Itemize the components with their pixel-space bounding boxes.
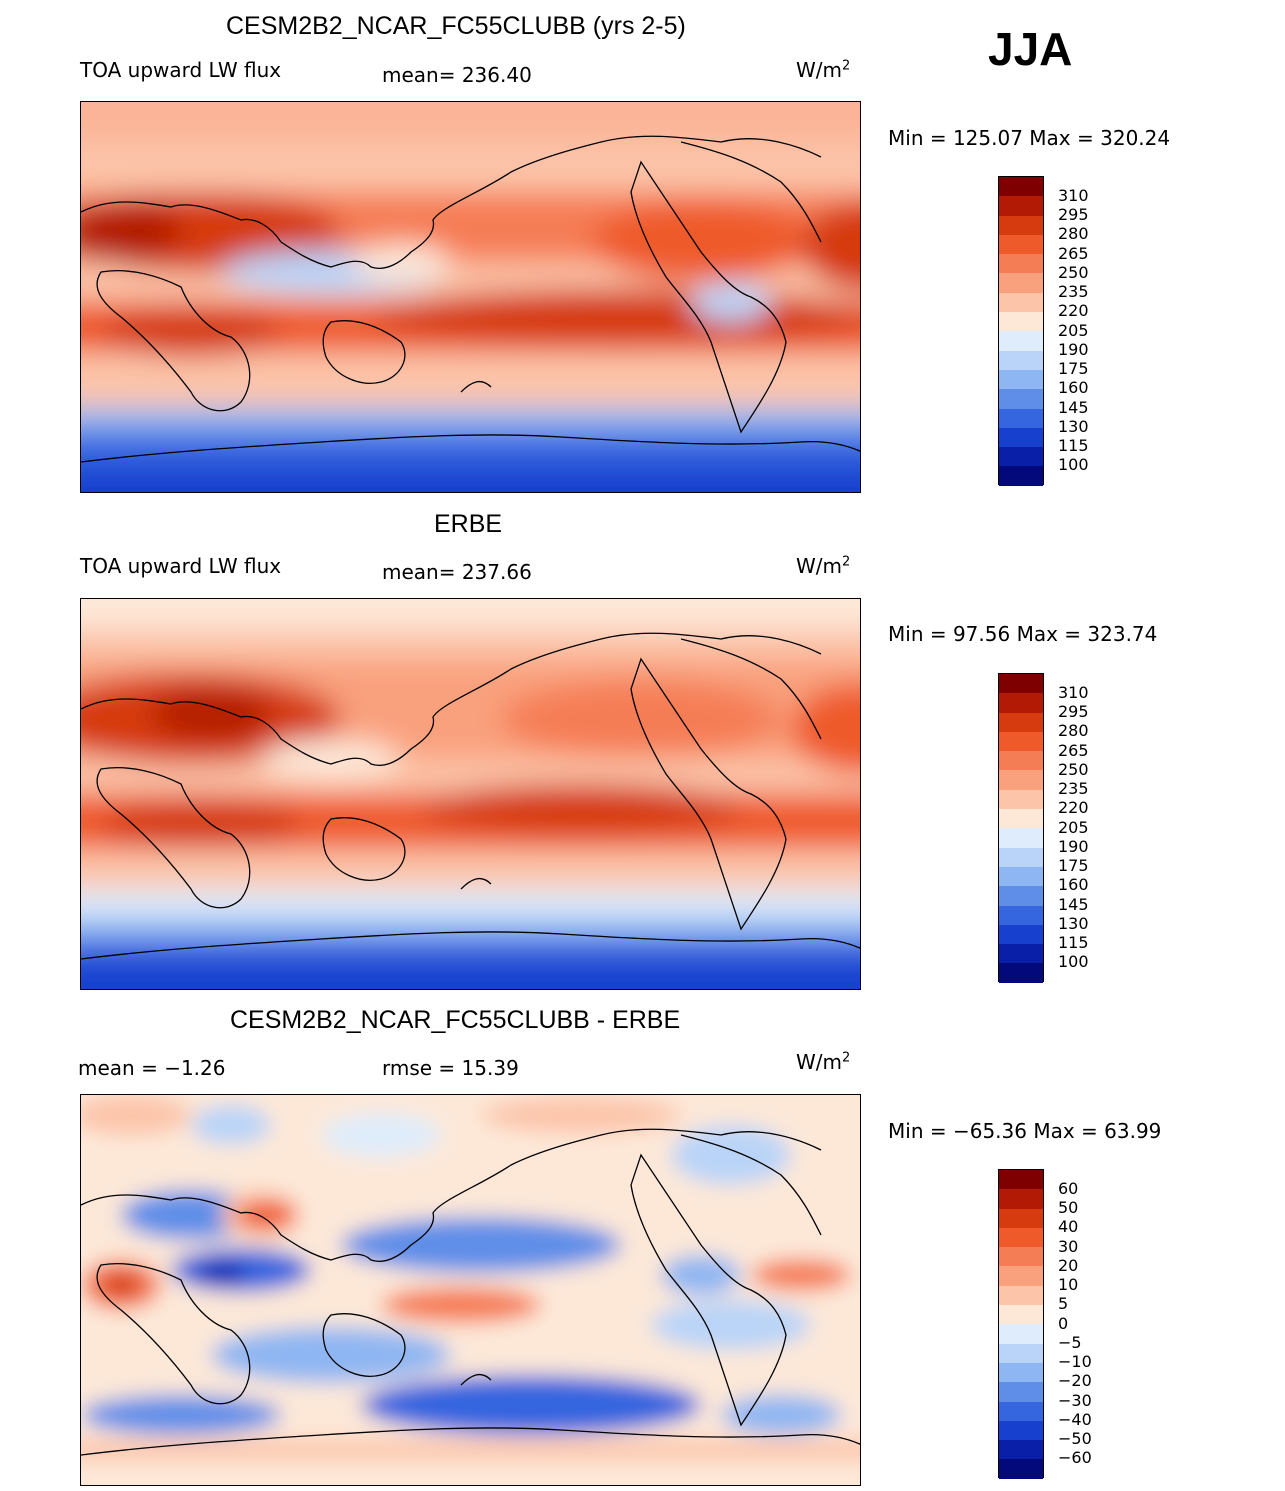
contour-fill <box>81 599 860 989</box>
panel-title: CESM2B2_NCAR_FC55CLUBB - ERBE <box>230 1006 681 1034</box>
rmse-label: rmse = 15.39 <box>382 1056 519 1080</box>
colorbar-tick: 175 <box>1058 359 1089 378</box>
map-difference <box>80 1094 861 1486</box>
minmax-label: Min = −65.36 Max = 63.99 <box>888 1119 1162 1143</box>
colorbar-tick: 50 <box>1058 1198 1079 1217</box>
colorbar-tick: 10 <box>1058 1275 1079 1294</box>
map-obs <box>80 598 861 990</box>
variable-label: TOA upward LW flux <box>80 58 282 82</box>
colorbar-tick: 160 <box>1058 875 1089 894</box>
minmax-label: Min = 125.07 Max = 320.24 <box>888 126 1171 150</box>
coastlines <box>81 632 860 960</box>
colorbar-tick: 0 <box>1058 1314 1069 1333</box>
coastlines <box>81 135 860 463</box>
colorbar-tick: 295 <box>1058 205 1089 224</box>
colorbar-tick: 190 <box>1058 837 1089 856</box>
colorbar-tick: −50 <box>1058 1429 1092 1448</box>
colorbar-tick: 220 <box>1058 798 1089 817</box>
mean-label: mean = −1.26 <box>78 1056 226 1080</box>
colorbar-tick: 205 <box>1058 321 1089 340</box>
colorbar-tick: 20 <box>1058 1256 1079 1275</box>
colorbar-tick: 100 <box>1058 952 1089 971</box>
units-label: W/m2 <box>796 1050 851 1074</box>
panel-title: ERBE <box>434 510 503 538</box>
colorbar-tick: −60 <box>1058 1448 1092 1467</box>
colorbar-tick: 265 <box>1058 244 1089 263</box>
colorbar-tick: 100 <box>1058 455 1089 474</box>
colorbar-tick: 280 <box>1058 224 1089 243</box>
colorbar-tick: 145 <box>1058 895 1089 914</box>
contour-fill <box>81 102 860 492</box>
colorbar-tick: 190 <box>1058 340 1089 359</box>
colorbar-tick: 130 <box>1058 914 1089 933</box>
colorbar-tick: 115 <box>1058 436 1089 455</box>
colorbar-tick: 250 <box>1058 760 1089 779</box>
colorbar-tick: −5 <box>1058 1333 1082 1352</box>
colorbar-tick: 40 <box>1058 1217 1079 1236</box>
colorbar-tick: −40 <box>1058 1410 1092 1429</box>
colorbar-tick: −20 <box>1058 1371 1092 1390</box>
units-label: W/m2 <box>796 554 851 578</box>
colorbar-tick: 160 <box>1058 378 1089 397</box>
colorbar-tick: 130 <box>1058 417 1089 436</box>
colorbar-tick: 295 <box>1058 702 1089 721</box>
colorbar-tick: 235 <box>1058 282 1089 301</box>
map-model <box>80 101 861 493</box>
colorbar-tick: 145 <box>1058 398 1089 417</box>
colorbar-tick: 220 <box>1058 301 1089 320</box>
colorbar-tick: 60 <box>1058 1179 1079 1198</box>
season-label: JJA <box>988 23 1073 75</box>
colorbar-tick: 115 <box>1058 933 1089 952</box>
coastlines <box>81 1128 860 1456</box>
mean-label: mean= 236.40 <box>382 63 532 87</box>
colorbar-tick: 310 <box>1058 683 1089 702</box>
colorbar-tick: −30 <box>1058 1391 1092 1410</box>
colorbar-tick: 205 <box>1058 818 1089 837</box>
panel-title: CESM2B2_NCAR_FC55CLUBB (yrs 2-5) <box>226 12 686 40</box>
colorbar-tick: 30 <box>1058 1237 1079 1256</box>
colorbar-tick: 265 <box>1058 741 1089 760</box>
contour-fill <box>81 1095 860 1485</box>
colorbar-tick: 310 <box>1058 186 1089 205</box>
minmax-label: Min = 97.56 Max = 323.74 <box>888 622 1158 646</box>
variable-label: TOA upward LW flux <box>80 554 282 578</box>
units-label: W/m2 <box>796 58 851 82</box>
colorbar-tick: 250 <box>1058 263 1089 282</box>
colorbar-tick: −10 <box>1058 1352 1092 1371</box>
colorbar-tick: 235 <box>1058 779 1089 798</box>
colorbar-tick: 280 <box>1058 721 1089 740</box>
colorbar-tick: 175 <box>1058 856 1089 875</box>
mean-label: mean= 237.66 <box>382 560 532 584</box>
colorbar-tick: 5 <box>1058 1294 1069 1313</box>
